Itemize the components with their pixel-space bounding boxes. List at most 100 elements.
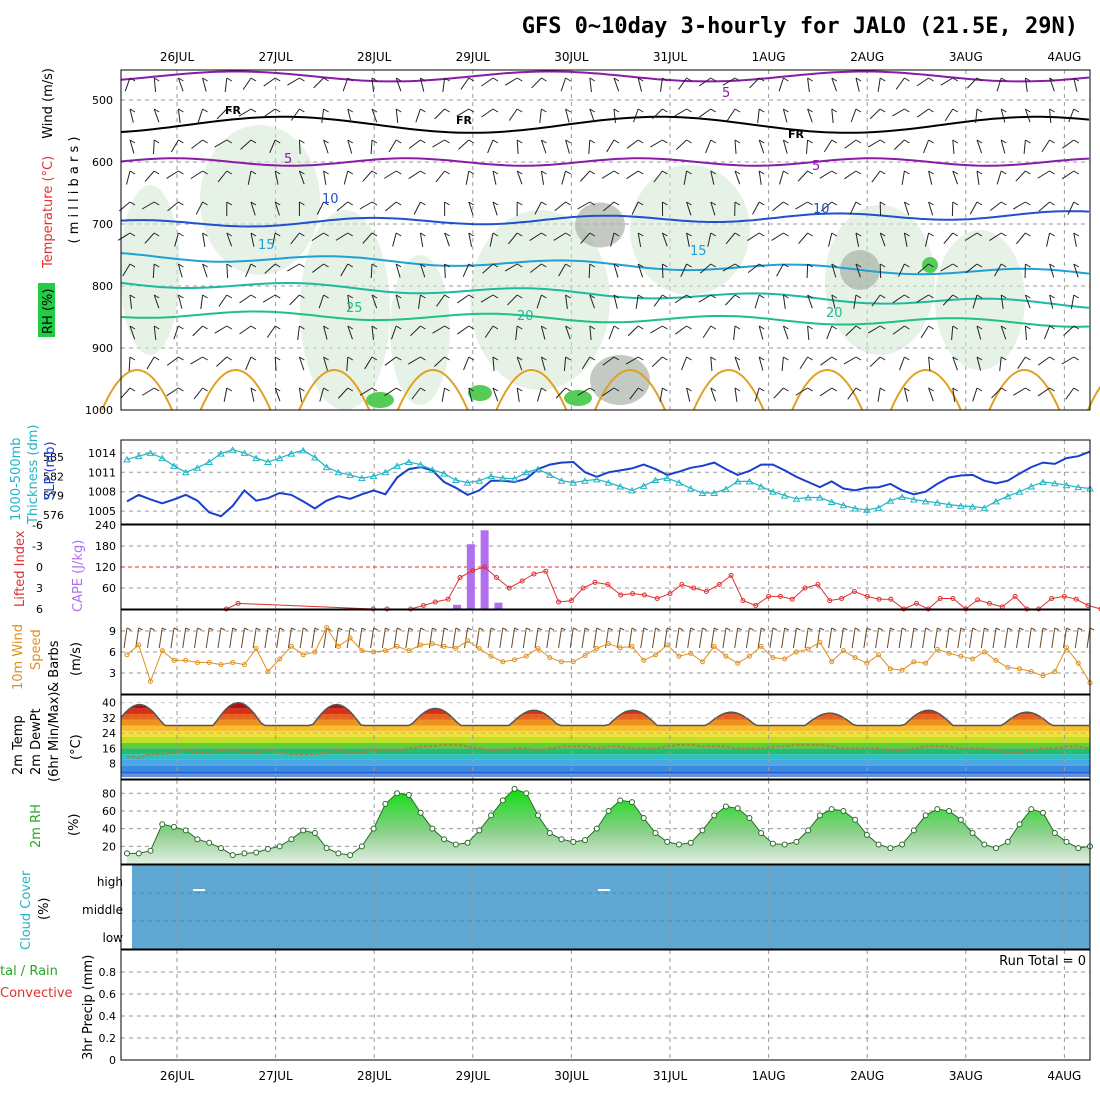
wind-barb-flag [347, 77, 354, 82]
wind-barb-flag [514, 627, 519, 631]
wind-barb [855, 263, 861, 278]
wind-speed-point [406, 648, 412, 654]
wind-barb-flag [565, 139, 571, 144]
wind-barb-flag [541, 387, 547, 392]
wind-barb-flag [420, 356, 426, 361]
rh-point [347, 852, 354, 859]
wind-barb-flag [420, 627, 425, 631]
rh-tick-label: 40 [102, 823, 116, 836]
wind-barb-flag [584, 627, 590, 631]
wind-barb-flag [274, 232, 281, 237]
freezing-label: FR [788, 128, 805, 141]
wind-barb-flag [129, 387, 136, 392]
wind-barb [408, 139, 421, 149]
wind-barb [610, 232, 615, 247]
rh-point [1016, 821, 1023, 828]
wind-barb [358, 627, 363, 649]
temp-band [121, 771, 1090, 778]
wind-barb [558, 263, 567, 277]
wind-barb-flag [710, 108, 717, 113]
cape-tick-label: 240 [95, 519, 116, 532]
wind-barb-flag [976, 263, 983, 268]
wind-barb [245, 263, 252, 278]
lifted-index-point [851, 589, 857, 594]
wind-barb-flag [807, 627, 813, 631]
wind-barb [458, 139, 470, 150]
wind-barb-flag [202, 263, 208, 268]
wind-barb [1067, 201, 1075, 215]
wind-barb-flag [455, 627, 461, 631]
wind-barb [807, 294, 813, 309]
wind-barb-flag [831, 77, 838, 82]
temp-band [121, 731, 1090, 737]
wind-barb [395, 108, 399, 123]
rh-point [981, 841, 988, 848]
lifted-index-point [864, 593, 870, 599]
wind-barb-flag [952, 356, 959, 361]
wind-barb-flag [734, 232, 741, 237]
rh-point [288, 836, 295, 843]
wind-barb [733, 325, 736, 340]
wind-barb-flag [492, 263, 499, 268]
wind-barb [481, 77, 494, 87]
wind-barb-flag [1073, 201, 1080, 206]
wind-barb [200, 294, 204, 309]
wind-barb-flag [807, 356, 813, 361]
thickness-point [275, 454, 284, 462]
wind-speed-point [652, 652, 658, 658]
wind-barb [371, 294, 378, 309]
thickness-point [956, 502, 965, 509]
temp-tick-label: 32 [102, 712, 116, 725]
thickness-point [545, 471, 554, 478]
wind-barb-flag [904, 294, 910, 299]
thickness-point [874, 504, 883, 511]
rh-tick-label: 20 [102, 840, 116, 853]
wind-speed-point [993, 657, 999, 663]
wind-barb [782, 294, 786, 309]
wind-barb [627, 325, 639, 337]
wind-barb [487, 627, 492, 649]
wind-barb-flag [734, 356, 741, 361]
thickness-point [945, 501, 953, 508]
wind-barb [433, 356, 445, 367]
wind-barb [608, 325, 615, 340]
wind-barb [122, 263, 131, 277]
wind-barb-flag [420, 201, 426, 206]
thickness-point [733, 477, 742, 485]
wind-barb [297, 325, 300, 340]
rh-point [675, 841, 682, 848]
wind-speed-point [958, 653, 964, 659]
rh-point [170, 823, 177, 830]
rh-point [934, 806, 941, 813]
precip-label-1: tal / Rain [0, 964, 58, 979]
wind-barb-flag [1025, 77, 1031, 82]
wind-barb-flag [855, 294, 862, 299]
wind-barb-flag [1073, 139, 1080, 144]
wind-barb [681, 356, 688, 371]
wind-speed-point [758, 643, 764, 649]
wind-barb-flag [150, 627, 155, 631]
rh-point [910, 827, 917, 834]
wind-barb [146, 627, 151, 649]
wind-barb [778, 170, 784, 185]
temp-label-3: (6hr Min/Max) [47, 692, 62, 782]
thickness-point [816, 494, 824, 501]
wind-barb [628, 627, 633, 649]
wind-barb-flag [492, 77, 499, 82]
wind-barb [871, 170, 881, 183]
wind-barb [898, 356, 905, 371]
wind-barb-flag [129, 325, 136, 330]
wind-barb-flag [758, 232, 765, 237]
rh-shading [300, 210, 390, 410]
lifted-tick-label: 6 [36, 603, 43, 616]
wind-barb-flag [1000, 263, 1007, 268]
wind-barb-flag [666, 627, 672, 631]
wind-barb [298, 170, 305, 185]
wind-barb-flag [138, 627, 143, 631]
wind-barb-flag [468, 356, 475, 361]
date-label-top: 29JUL [456, 50, 491, 64]
wind-barb [635, 294, 639, 309]
wind-barb-flag [129, 201, 136, 206]
wind-barb [167, 201, 179, 212]
rh-point [499, 797, 506, 804]
